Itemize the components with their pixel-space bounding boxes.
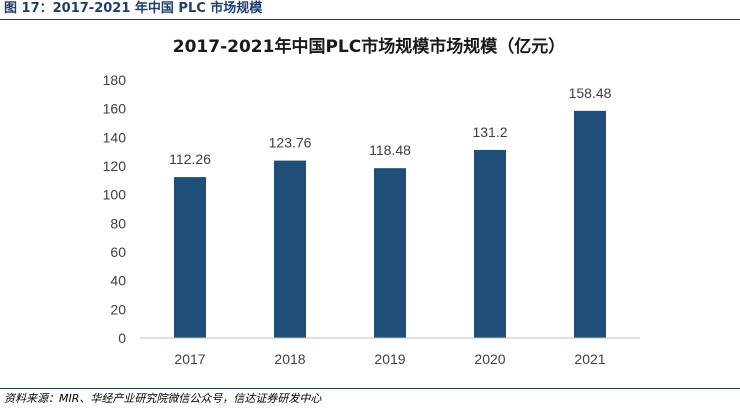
y-tick-label: 40 [110, 273, 126, 289]
figure-caption: 图 17：2017-2021 年中国 PLC 市场规模 [4, 1, 263, 16]
value-label: 112.26 [169, 151, 211, 167]
value-label: 118.48 [369, 142, 411, 158]
y-tick-label: 160 [103, 101, 127, 117]
value-labels: 112.26 123.76 118.48 131.2 158.48 [169, 85, 612, 167]
x-tick-label: 2017 [174, 351, 205, 367]
y-tick-label: 20 [110, 301, 126, 317]
bars [174, 110, 606, 338]
value-label: 123.76 [269, 135, 312, 151]
y-tick-label: 180 [103, 72, 127, 88]
y-tick-label: 100 [103, 187, 127, 203]
y-tick-label: 120 [103, 158, 127, 174]
value-label: 158.48 [569, 85, 612, 101]
chart-title: 2017-2021年中国PLC市场规模市场规模（亿元） [173, 36, 565, 57]
bar-2017 [174, 177, 206, 338]
value-label: 131.2 [472, 124, 507, 140]
source-divider [0, 388, 740, 389]
x-tick-label: 2020 [474, 351, 505, 367]
bar-2021 [574, 110, 606, 338]
source-note: 资料来源：MIR、华经产业研究院微信公众号，信达证券研发中心 [4, 392, 322, 405]
bar-chart: 2017-2021年中国PLC市场规模市场规模（亿元） 0 20 40 60 80 100… [103, 36, 640, 367]
y-tick-label: 80 [110, 215, 126, 231]
y-tick-label: 140 [103, 129, 127, 145]
y-axis-ticks: 0 20 40 60 80 100 120 140 160 180 [103, 72, 127, 346]
caption-divider [0, 19, 740, 20]
bar-2019 [374, 168, 406, 338]
x-tick-label: 2019 [374, 351, 405, 367]
x-tick-label: 2018 [274, 351, 305, 367]
y-tick-label: 0 [118, 330, 126, 346]
bar-2020 [474, 149, 506, 338]
x-tick-label: 2021 [574, 351, 605, 367]
y-tick-label: 60 [110, 244, 126, 260]
bar-2018 [274, 160, 306, 338]
x-axis-ticks: 2017 2018 2019 2020 2021 [174, 351, 605, 367]
